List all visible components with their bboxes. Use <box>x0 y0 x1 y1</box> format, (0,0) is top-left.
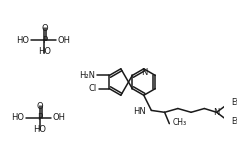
Text: P: P <box>37 114 42 122</box>
Text: Et: Et <box>231 117 237 126</box>
Text: CH₃: CH₃ <box>172 118 186 127</box>
Text: HO: HO <box>12 114 25 122</box>
Text: N: N <box>141 68 148 77</box>
Text: Cl: Cl <box>89 84 97 93</box>
Text: OH: OH <box>53 114 66 122</box>
Text: Et: Et <box>231 98 237 107</box>
Text: HN: HN <box>133 107 146 116</box>
Text: N: N <box>214 108 220 117</box>
Text: OH: OH <box>58 36 71 45</box>
Text: HO: HO <box>38 48 51 56</box>
Text: HO: HO <box>33 125 46 134</box>
Text: P: P <box>42 36 47 45</box>
Text: O: O <box>41 24 48 33</box>
Text: H₂N: H₂N <box>79 71 95 80</box>
Text: O: O <box>36 102 43 111</box>
Text: HO: HO <box>16 36 29 45</box>
